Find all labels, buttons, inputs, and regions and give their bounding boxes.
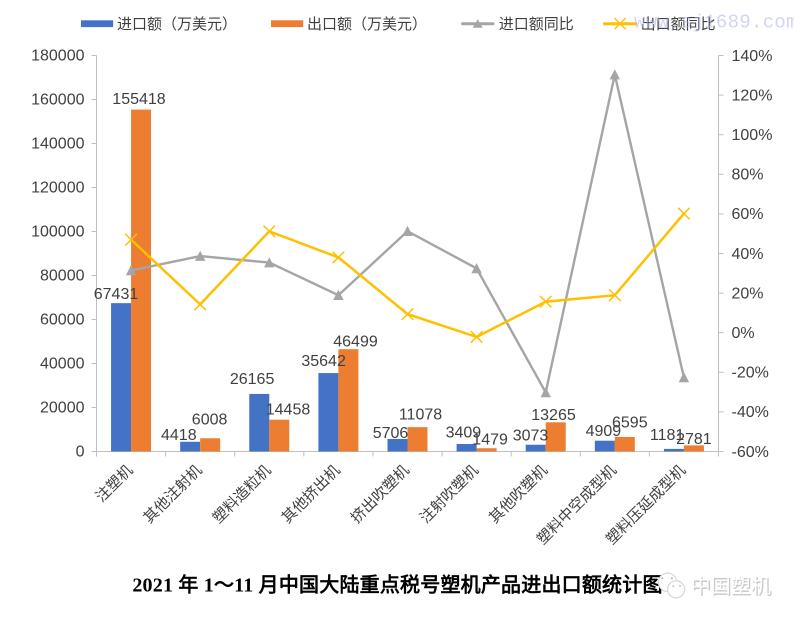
- svg-text:35642: 35642: [301, 353, 346, 370]
- svg-text:0%: 0%: [732, 325, 755, 342]
- svg-text:6595: 6595: [612, 415, 648, 432]
- svg-text:-20%: -20%: [732, 365, 769, 382]
- svg-text:40000: 40000: [40, 355, 85, 372]
- svg-text:1181: 1181: [650, 427, 685, 444]
- svg-text:出口额（万美元）: 出口额（万美元）: [307, 16, 427, 33]
- svg-text:60000: 60000: [40, 311, 85, 328]
- svg-text:0: 0: [76, 443, 85, 460]
- svg-text:100%: 100%: [732, 127, 773, 144]
- svg-text:4909: 4909: [586, 423, 622, 440]
- svg-text:46499: 46499: [333, 334, 378, 351]
- svg-text:www.sj1689.com: www.sj1689.com: [634, 12, 794, 34]
- svg-text:11078: 11078: [399, 407, 442, 424]
- svg-text:中国塑机: 中国塑机: [692, 576, 772, 599]
- svg-text:进口额（万美元）: 进口额（万美元）: [117, 16, 237, 33]
- svg-text:13265: 13265: [531, 407, 576, 424]
- svg-text:中国塑机: 中国塑机: [691, 575, 771, 598]
- svg-text:26165: 26165: [230, 371, 275, 388]
- svg-text:60%: 60%: [732, 206, 764, 223]
- svg-text:2021 年 1～11 月中国大陆重点税号塑机产品进出口额统: 2021 年 1～11 月中国大陆重点税号塑机产品进出口额统计图: [132, 573, 662, 597]
- svg-text:6008: 6008: [192, 412, 228, 429]
- svg-text:120000: 120000: [31, 179, 84, 196]
- svg-text:1479: 1479: [472, 431, 508, 448]
- svg-text:100000: 100000: [31, 223, 84, 240]
- svg-text:20000: 20000: [40, 399, 85, 416]
- svg-text:4418: 4418: [161, 427, 197, 444]
- svg-text:140000: 140000: [31, 135, 84, 152]
- svg-text:14458: 14458: [266, 402, 311, 419]
- svg-text:180000: 180000: [31, 47, 84, 64]
- svg-text:-60%: -60%: [732, 444, 769, 461]
- svg-text:20%: 20%: [732, 285, 764, 302]
- svg-text:3409: 3409: [446, 425, 482, 442]
- svg-text:140%: 140%: [732, 48, 773, 65]
- svg-text:40%: 40%: [732, 246, 764, 263]
- svg-text:80000: 80000: [40, 267, 85, 284]
- svg-text:进口额同比: 进口额同比: [499, 16, 574, 33]
- svg-text:-40%: -40%: [732, 404, 769, 421]
- svg-text:67431: 67431: [94, 286, 139, 303]
- svg-text:3073: 3073: [513, 427, 549, 444]
- svg-text:5706: 5706: [373, 425, 409, 442]
- svg-text:80%: 80%: [732, 167, 764, 184]
- svg-text:2781: 2781: [676, 431, 712, 448]
- svg-text:120%: 120%: [732, 87, 773, 104]
- svg-text:出口额同比: 出口额同比: [641, 16, 716, 33]
- svg-text:155418: 155418: [112, 91, 165, 108]
- svg-text:160000: 160000: [31, 91, 84, 108]
